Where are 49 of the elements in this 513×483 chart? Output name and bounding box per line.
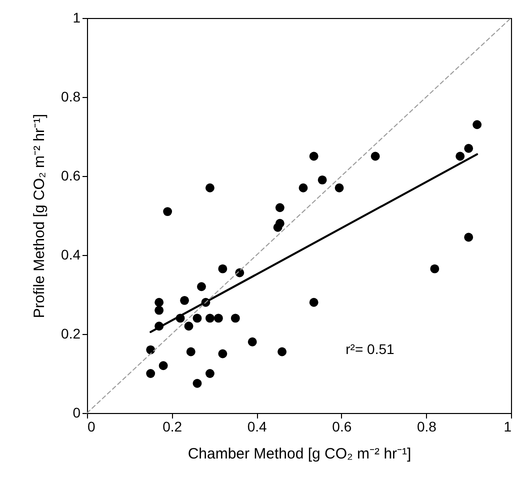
point	[275, 203, 284, 212]
annotation: r²= 0.51	[346, 340, 394, 357]
point	[334, 183, 344, 192]
point	[146, 345, 156, 354]
y-tick-label: 0.2	[61, 326, 81, 342]
x-axis-title: Chamber Method [g CO₂ m⁻² hr⁻¹]	[188, 446, 412, 462]
point	[186, 347, 196, 356]
point	[230, 314, 240, 323]
point	[205, 314, 214, 323]
point	[275, 218, 284, 228]
point	[154, 298, 164, 307]
point	[146, 369, 156, 378]
x-tick-label: 0.4	[247, 418, 268, 434]
point	[309, 152, 318, 161]
point	[192, 378, 202, 388]
x-tick-label: 0.6	[332, 418, 352, 434]
point	[472, 120, 482, 130]
point	[298, 183, 308, 192]
point	[184, 322, 194, 331]
point	[180, 296, 189, 305]
point	[163, 207, 172, 216]
x-tick-label: 1	[504, 418, 512, 434]
y-axis-title: Profile Method [g CO₂ m⁻² hr⁻¹]	[31, 114, 48, 318]
y-tick-label: 0	[72, 404, 81, 420]
point	[218, 264, 228, 274]
point	[192, 314, 202, 323]
point	[154, 306, 164, 315]
y-tick-label: 1	[72, 10, 81, 26]
point	[197, 282, 206, 292]
point	[214, 314, 223, 323]
point	[278, 347, 287, 356]
point	[464, 232, 474, 242]
point	[464, 144, 474, 153]
point	[205, 369, 214, 378]
x-tick-label: 0	[88, 418, 96, 434]
point	[456, 152, 465, 161]
point	[370, 152, 380, 161]
y-tick-label: 0.4	[61, 246, 81, 262]
point	[430, 264, 440, 274]
point	[158, 361, 168, 370]
y-tick-label: 0.6	[61, 168, 81, 184]
point	[205, 183, 214, 192]
x-tick-label: 0.8	[416, 418, 437, 434]
point	[318, 175, 327, 184]
point	[218, 349, 228, 358]
x-tick-label: 0.2	[162, 418, 182, 434]
point	[309, 298, 318, 307]
point	[248, 337, 257, 346]
y-tick-label: 0.8	[61, 88, 81, 104]
